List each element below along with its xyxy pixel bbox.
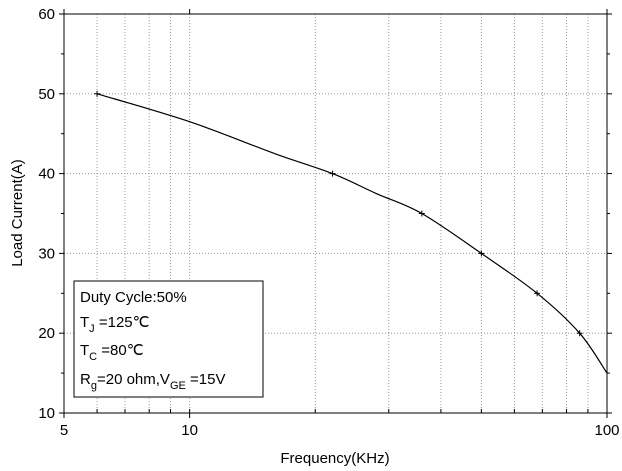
data-point bbox=[418, 210, 425, 217]
y-tick-label: 10 bbox=[38, 405, 55, 422]
annotation-box-frame bbox=[73, 280, 264, 398]
annotation-tj-main: T bbox=[80, 314, 89, 331]
data-point bbox=[329, 170, 336, 177]
axis-ticks bbox=[59, 9, 612, 418]
annotation-rg-main: R bbox=[80, 371, 91, 388]
annotation-tc-main: T bbox=[80, 342, 89, 359]
x-tick-label: 100 bbox=[594, 422, 619, 439]
annotation-tc-sub: C bbox=[89, 351, 97, 363]
points-layer bbox=[94, 90, 583, 337]
y-tick-label: 30 bbox=[38, 245, 55, 262]
x-tick-label: 10 bbox=[181, 422, 198, 439]
annotation-duty-text: Duty Cycle:50% bbox=[80, 289, 187, 306]
annotation-line-duty-cycle: Duty Cycle:50% bbox=[80, 289, 187, 306]
annotation-rg-rest: =20 ohm,V bbox=[97, 371, 170, 388]
annotation-tj-sub: J bbox=[89, 323, 95, 335]
annotation-vge-sub: GE bbox=[170, 380, 186, 392]
series-layer bbox=[96, 93, 608, 374]
series-line bbox=[96, 93, 608, 374]
annotation-line-tj: TJ =125℃ bbox=[80, 314, 149, 335]
data-point bbox=[576, 330, 583, 337]
tick-labels: 10 20 30 40 50 60 5 10 100 bbox=[38, 6, 619, 439]
y-tick-label: 50 bbox=[38, 86, 55, 103]
annotation-rg-sub: g bbox=[91, 380, 97, 392]
annotation-vge-rest: =15V bbox=[186, 371, 226, 388]
annotation-tc-rest: =80℃ bbox=[97, 342, 143, 359]
y-tick-label: 40 bbox=[38, 166, 55, 183]
annotation-line-tc: TC =80℃ bbox=[80, 342, 144, 363]
y-axis-title: Load Current(A) bbox=[9, 159, 26, 267]
annotation-tj-rest: =125℃ bbox=[95, 314, 150, 331]
annotation-line-rg: Rg=20 ohm,VGE =15V bbox=[80, 371, 225, 392]
y-tick-label: 20 bbox=[38, 325, 55, 342]
x-tick-label: 5 bbox=[60, 422, 68, 439]
data-point bbox=[534, 290, 541, 297]
x-axis-title: Frequency(KHz) bbox=[280, 450, 389, 467]
data-point bbox=[94, 90, 101, 97]
data-point bbox=[478, 250, 485, 257]
annotation-box: Duty Cycle:50% TJ =125℃ TC =80℃ Rg=20 oh… bbox=[73, 280, 264, 398]
y-tick-label: 60 bbox=[38, 6, 55, 23]
